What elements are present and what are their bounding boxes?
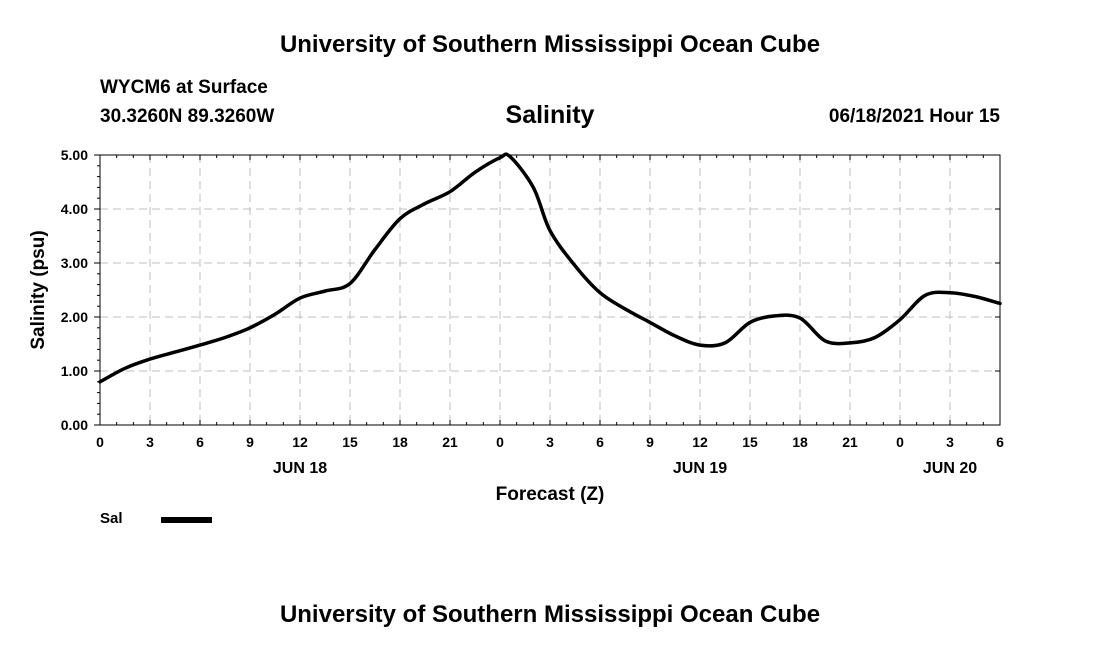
y-axis-label: Salinity (psu) xyxy=(28,230,49,349)
x-tick-label: 9 xyxy=(246,434,254,450)
x-tick-label: 15 xyxy=(742,434,758,450)
x-tick-label: 18 xyxy=(792,434,808,450)
x-tick-label: 18 xyxy=(392,434,408,450)
y-tick-label: 1.00 xyxy=(61,363,88,379)
x-tick-label: 6 xyxy=(596,434,604,450)
x-tick-label: 12 xyxy=(692,434,708,450)
bottom-title: University of Southern Mississippi Ocean… xyxy=(279,601,821,628)
date-label: JUN 19 xyxy=(673,460,727,477)
y-tick-label: 0.00 xyxy=(61,417,88,433)
x-tick-label: 3 xyxy=(546,434,554,450)
x-tick-label: 12 xyxy=(292,434,308,450)
station-name: WYCM6 at Surface xyxy=(100,77,268,98)
axis-labels: 0 3 6 9 12 15 18 21 0 3 6 9 12 15 18 21 0 3 6 JUN 18 JUN 19 J… xyxy=(61,147,1004,477)
legend-swatch-sal xyxy=(161,517,212,523)
x-tick-label: 21 xyxy=(842,434,858,450)
x-tick-label: 0 xyxy=(896,434,904,450)
top-title: University of Southern Mississippi Ocean… xyxy=(279,31,821,58)
chart-title: Salinity xyxy=(505,101,595,129)
axis-ticks xyxy=(94,154,1001,426)
x-tick-label: 9 xyxy=(646,434,654,450)
forecast-datetime: 06/18/2021 Hour 15 xyxy=(828,106,1000,127)
x-tick-label: 15 xyxy=(342,434,358,450)
x-tick-label: 0 xyxy=(96,434,104,450)
series-line-sal xyxy=(98,152,1002,384)
y-tick-label: 4.00 xyxy=(61,201,88,217)
y-tick-label: 2.00 xyxy=(61,309,88,325)
grid-lines xyxy=(100,155,1000,425)
station-coordinates: 30.3260N 89.3260W xyxy=(100,106,275,127)
x-tick-label: 0 xyxy=(496,434,504,450)
x-tick-label: 3 xyxy=(146,434,154,450)
x-tick-label: 3 xyxy=(946,434,954,450)
x-tick-label: 6 xyxy=(196,434,204,450)
date-label: JUN 20 xyxy=(923,460,977,477)
legend-entry-sal: Sal xyxy=(100,510,123,527)
x-tick-label: 21 xyxy=(442,434,458,450)
x-tick-label: 6 xyxy=(996,434,1004,450)
date-label: JUN 18 xyxy=(273,460,327,477)
x-axis-label: Forecast (Z) xyxy=(496,484,605,505)
y-tick-label: 5.00 xyxy=(61,147,88,163)
y-tick-label: 3.00 xyxy=(61,255,88,271)
